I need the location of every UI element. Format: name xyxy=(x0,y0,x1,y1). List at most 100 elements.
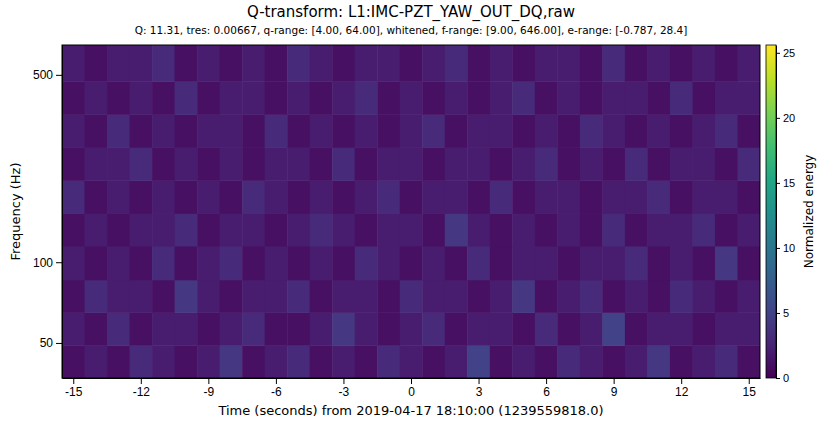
cell xyxy=(175,81,198,115)
x-tick: -6 xyxy=(271,378,282,399)
cell xyxy=(670,45,693,82)
colorbar-tick-label: 0 xyxy=(783,372,789,384)
cell xyxy=(175,345,198,378)
cell xyxy=(692,81,715,115)
cell xyxy=(332,213,355,246)
cell xyxy=(512,213,535,246)
cell xyxy=(265,45,288,82)
x-tick: -12 xyxy=(133,378,151,399)
cell xyxy=(310,246,333,280)
cell xyxy=(490,280,513,313)
cell xyxy=(85,213,108,246)
cell xyxy=(512,45,535,82)
cell xyxy=(490,246,513,280)
y-tick-label: 50 xyxy=(40,336,54,350)
cell xyxy=(265,213,288,246)
cell xyxy=(242,280,265,313)
cell xyxy=(197,45,220,82)
x-tick: 15 xyxy=(743,378,757,399)
cell xyxy=(220,81,243,115)
cell xyxy=(467,45,490,82)
cell xyxy=(332,246,355,280)
cell xyxy=(715,312,738,345)
cell xyxy=(557,246,580,280)
cell xyxy=(692,180,715,214)
cell xyxy=(737,147,760,180)
cell xyxy=(287,213,310,246)
cell xyxy=(310,213,333,246)
cell xyxy=(737,312,760,345)
cell xyxy=(602,45,625,82)
x-tick: -3 xyxy=(339,378,350,399)
x-tick-label: 12 xyxy=(675,385,689,399)
cell xyxy=(332,45,355,82)
cell xyxy=(625,345,648,378)
colorbar-tick-label: 10 xyxy=(783,242,795,254)
colorbar-tick-label: 25 xyxy=(783,47,795,59)
cell xyxy=(422,180,445,214)
cell xyxy=(152,312,175,345)
y-tick-mark xyxy=(56,343,62,344)
cell xyxy=(512,312,535,345)
cell xyxy=(670,147,693,180)
cell xyxy=(715,280,738,313)
cell xyxy=(692,312,715,345)
colorbar-tick: 25 xyxy=(776,47,795,59)
cell xyxy=(220,345,243,378)
cell xyxy=(197,81,220,115)
y-tick-mark xyxy=(56,75,62,76)
cell xyxy=(355,147,378,180)
cell xyxy=(175,114,198,148)
cell xyxy=(107,345,130,378)
cell xyxy=(400,114,423,148)
cell xyxy=(602,213,625,246)
x-tick: -9 xyxy=(204,378,215,399)
cell xyxy=(625,81,648,115)
cell xyxy=(355,246,378,280)
cell xyxy=(580,312,603,345)
cell xyxy=(310,81,333,115)
plot-frame xyxy=(62,45,760,378)
cell xyxy=(512,114,535,148)
cell xyxy=(287,114,310,148)
cell xyxy=(197,180,220,214)
cell xyxy=(692,45,715,82)
cell xyxy=(670,213,693,246)
cell xyxy=(670,280,693,313)
colorbar-tick-mark xyxy=(776,248,780,249)
cell xyxy=(265,81,288,115)
cell xyxy=(535,312,558,345)
cell xyxy=(535,246,558,280)
cell xyxy=(107,312,130,345)
cell xyxy=(130,280,153,313)
cell xyxy=(647,81,670,115)
cell xyxy=(85,180,108,214)
cell xyxy=(130,312,153,345)
cell xyxy=(62,280,85,313)
cell xyxy=(107,180,130,214)
cell xyxy=(445,147,468,180)
x-tick-mark xyxy=(681,378,682,384)
cell xyxy=(580,45,603,82)
cell xyxy=(692,147,715,180)
cell xyxy=(242,312,265,345)
cell xyxy=(625,180,648,214)
cell xyxy=(580,81,603,115)
cell xyxy=(107,147,130,180)
cell xyxy=(490,312,513,345)
cell xyxy=(445,312,468,345)
cell xyxy=(535,213,558,246)
cell xyxy=(175,147,198,180)
cell xyxy=(715,45,738,82)
cell xyxy=(242,81,265,115)
cell xyxy=(265,280,288,313)
cell xyxy=(602,81,625,115)
x-tick-mark xyxy=(479,378,480,384)
cell xyxy=(265,312,288,345)
cell xyxy=(197,345,220,378)
cell xyxy=(265,114,288,148)
cell xyxy=(647,213,670,246)
x-tick-mark xyxy=(141,378,142,384)
cell xyxy=(445,246,468,280)
cell xyxy=(107,81,130,115)
